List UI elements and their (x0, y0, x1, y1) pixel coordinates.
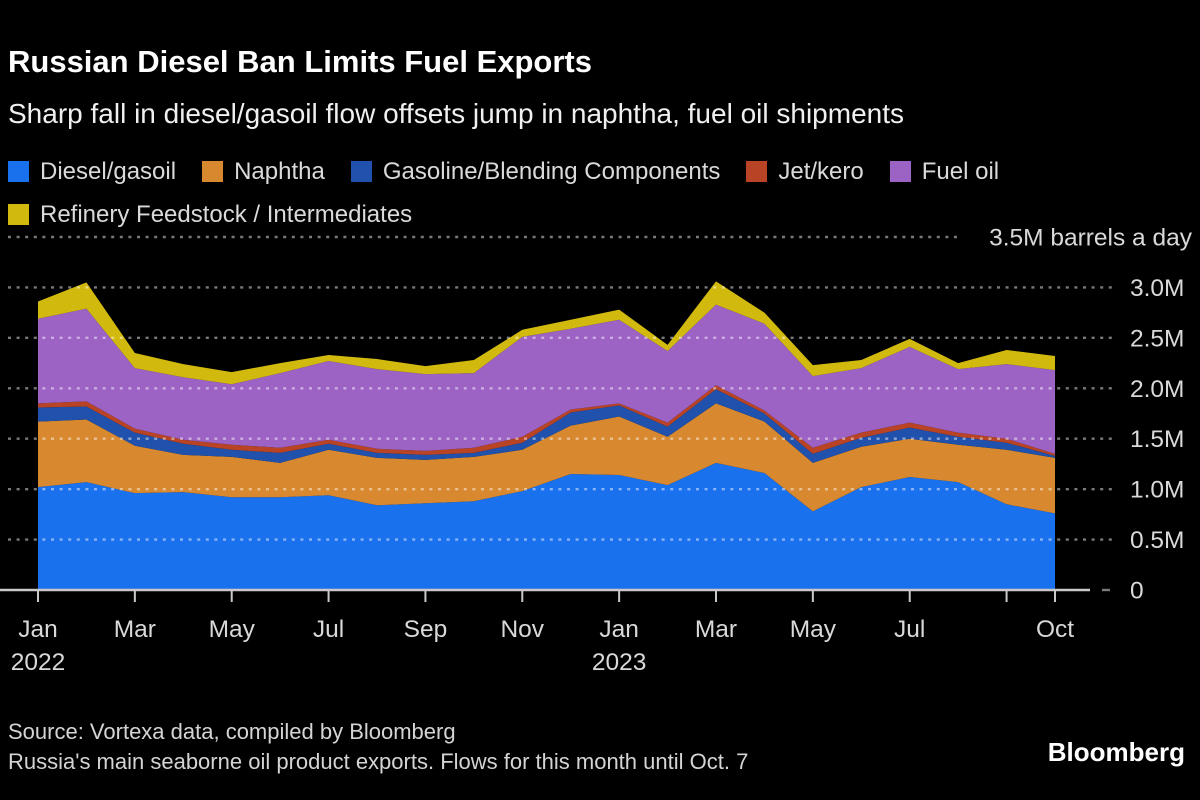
legend-label: Jet/kero (778, 157, 864, 185)
page-subtitle: Sharp fall in diesel/gasoil flow offsets… (8, 98, 904, 129)
x-axis-year-label: 2023 (592, 649, 647, 676)
area-refinery-feedstock-intermediates (38, 281, 1055, 385)
source-note: Source: Vortexa data, compiled by Bloomb… (8, 717, 748, 777)
legend-swatch (202, 161, 224, 182)
area-fuel-oil (38, 304, 1055, 454)
legend-label: Fuel oil (921, 157, 1000, 185)
x-axis-label: Jan (599, 616, 639, 643)
area-naphtha (38, 403, 1055, 514)
area-gasoline-blending-components (38, 389, 1055, 463)
x-axis-label: Oct (1036, 616, 1074, 643)
legend-item-fuel-oil: Fuel oil (889, 150, 1000, 193)
legend-swatch (746, 161, 768, 182)
legend-item-diesel-gasoil: Diesel/gasoil (8, 150, 176, 193)
source-line-2: Russia's main seaborne oil product expor… (8, 749, 749, 774)
legend-label: Refinery Feedstock / Intermediates (40, 200, 413, 228)
x-axis-label: Jan (18, 616, 58, 643)
legend-item-naphtha: Naphtha (202, 150, 325, 193)
y-axis-label: 2.5M (1130, 325, 1184, 352)
page-title: Russian Diesel Ban Limits Fuel Exports (8, 44, 592, 79)
y-axis-label: 3.5M barrels a day (989, 225, 1193, 252)
y-axis-label: 1.5M (1130, 426, 1184, 453)
x-axis-label: Jul (313, 616, 344, 643)
legend-item-gasoline-blending-components: Gasoline/Blending Components (350, 150, 721, 193)
y-axis-label: 1.0M (1130, 477, 1184, 504)
legend-item-jet-kero: Jet/kero (746, 150, 864, 193)
x-axis-label: Mar (695, 616, 737, 643)
legend: Diesel/gasoil Naphtha Gasoline/Blending Co… (8, 150, 1194, 236)
legend-label: Naphtha (234, 157, 325, 185)
legend-swatch (8, 161, 29, 182)
legend-swatch (350, 161, 372, 182)
y-axis-label: 0.5M (1130, 527, 1184, 554)
area-diesel-gasoil (38, 462, 1055, 590)
y-axis-label: 2.0M (1130, 376, 1184, 403)
x-axis-label: May (209, 616, 256, 643)
x-axis-year-label: 2022 (11, 649, 66, 676)
x-axis-label: Jul (894, 616, 925, 643)
y-axis-label: 3.0M (1130, 275, 1184, 302)
legend-label: Diesel/gasoil (40, 157, 177, 185)
legend-swatch (889, 161, 911, 182)
x-axis-label: May (790, 616, 837, 643)
legend-item-refinery-feedstock-intermediates: Refinery Feedstock / Intermediates (8, 193, 412, 236)
y-axis-label: 0 (1130, 578, 1144, 605)
legend-swatch (8, 204, 29, 225)
x-axis-label: Sep (404, 616, 448, 643)
x-axis-label: Nov (500, 616, 544, 643)
legend-label: Gasoline/Blending Components (382, 157, 721, 185)
x-axis-label: Mar (114, 616, 156, 643)
bloomberg-logo: Bloomberg (1047, 737, 1185, 767)
source-line-1: Source: Vortexa data, compiled by Bloomb… (8, 719, 456, 744)
